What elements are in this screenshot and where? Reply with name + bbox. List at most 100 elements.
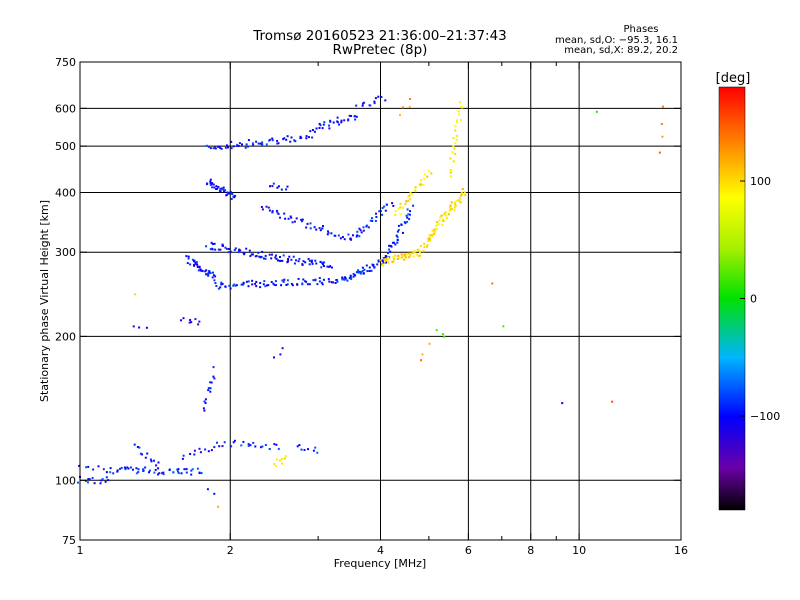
data-point <box>326 265 329 268</box>
data-point <box>375 216 378 218</box>
stats-line-o: mean, sd,O: −95.3, 16.1 <box>555 35 678 46</box>
data-point <box>449 206 452 209</box>
data-point <box>332 121 335 124</box>
data-point <box>409 210 411 213</box>
data-point <box>268 209 271 212</box>
data-point <box>87 478 90 481</box>
data-point <box>422 250 425 253</box>
data-point <box>285 188 288 191</box>
data-point <box>85 466 88 469</box>
data-point <box>251 253 254 256</box>
data-point <box>366 270 369 273</box>
data-point <box>408 198 411 201</box>
data-point <box>405 256 408 259</box>
data-point <box>228 284 231 287</box>
data-point <box>238 142 241 145</box>
data-point <box>144 466 147 469</box>
data-point <box>454 152 457 155</box>
data-point <box>204 448 207 451</box>
data-point <box>157 461 160 464</box>
data-point <box>369 104 372 107</box>
data-point <box>450 175 452 178</box>
data-point <box>409 98 412 100</box>
data-point <box>134 293 137 296</box>
data-point <box>403 258 406 261</box>
data-point <box>132 325 135 328</box>
data-point <box>448 213 450 216</box>
data-point <box>306 283 309 286</box>
data-point <box>344 276 346 279</box>
data-point <box>198 471 201 474</box>
data-point <box>277 142 280 145</box>
data-point <box>223 190 225 193</box>
data-point <box>394 243 397 246</box>
data-point <box>230 140 233 143</box>
data-point <box>409 213 411 216</box>
data-point <box>385 203 388 206</box>
data-point <box>287 259 290 262</box>
data-point <box>405 214 408 217</box>
data-point <box>208 270 211 273</box>
data-point <box>254 255 257 258</box>
data-point <box>398 257 401 259</box>
data-point <box>308 283 311 286</box>
data-point <box>440 214 443 217</box>
data-point <box>349 237 352 240</box>
data-point <box>222 244 224 247</box>
data-point <box>451 151 454 154</box>
data-point <box>195 261 198 264</box>
data-point <box>389 244 392 247</box>
data-point <box>454 204 457 207</box>
data-point <box>193 453 196 456</box>
data-point <box>661 105 664 108</box>
data-point <box>212 366 215 369</box>
data-point <box>209 147 212 150</box>
data-point <box>387 252 389 255</box>
data-point <box>402 231 404 234</box>
data-point <box>311 259 313 262</box>
data-point <box>308 136 310 139</box>
data-point <box>459 119 462 121</box>
data-point <box>281 347 284 350</box>
data-point <box>406 220 409 223</box>
data-point <box>328 124 330 127</box>
data-point <box>406 216 409 219</box>
data-point <box>221 282 224 285</box>
data-point <box>273 463 276 466</box>
data-point <box>193 259 196 262</box>
data-point <box>172 471 175 474</box>
data-point <box>196 266 199 268</box>
data-point <box>260 206 263 208</box>
data-point <box>194 263 197 266</box>
data-point <box>360 231 363 234</box>
data-point <box>350 238 353 241</box>
data-point <box>391 260 394 263</box>
data-point <box>387 248 390 251</box>
data-point <box>430 234 433 237</box>
data-point <box>384 209 387 212</box>
data-point <box>153 459 155 462</box>
data-point <box>328 127 331 130</box>
data-point <box>397 224 400 227</box>
data-point <box>391 202 394 205</box>
data-point <box>240 444 243 447</box>
data-point <box>265 143 268 146</box>
data-point <box>290 136 293 139</box>
data-point <box>91 477 94 479</box>
data-point <box>209 181 212 184</box>
data-point <box>309 222 312 225</box>
data-point <box>401 106 404 109</box>
data-point <box>423 177 426 180</box>
data-point <box>414 186 417 189</box>
data-point <box>264 285 267 288</box>
data-point <box>255 280 258 283</box>
stats-heading: Phases <box>623 24 658 35</box>
data-point <box>339 237 342 240</box>
y-tick-label: 75 <box>62 534 76 547</box>
data-point <box>381 263 384 266</box>
data-point <box>290 216 293 219</box>
data-point <box>407 252 410 255</box>
data-point <box>399 206 402 209</box>
data-point <box>281 259 284 262</box>
data-point <box>362 229 365 232</box>
